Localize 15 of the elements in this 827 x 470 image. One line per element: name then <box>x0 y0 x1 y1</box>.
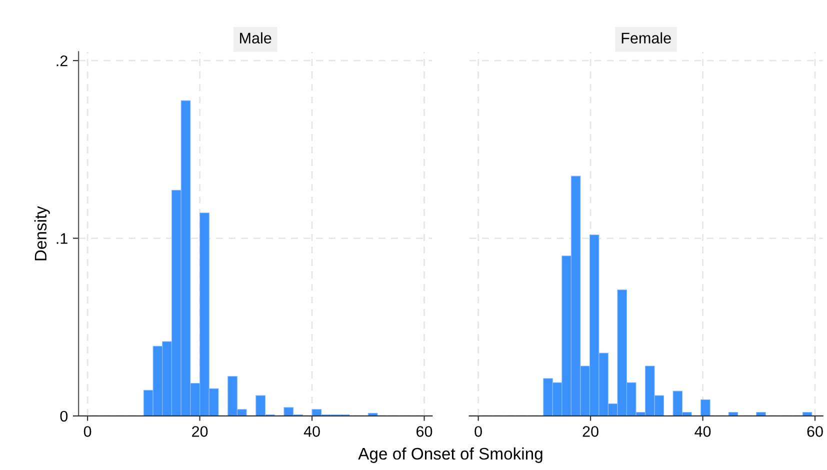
x-tick-label: 0 <box>474 426 482 437</box>
y-tick-label: .1 <box>56 233 68 244</box>
x-axis-title: Age of Onset of Smoking <box>358 447 542 463</box>
chart-title: Female <box>622 32 671 44</box>
y-axis-title: Density <box>34 206 50 260</box>
x-tick-label: 40 <box>304 426 320 437</box>
x-tick-label: 60 <box>416 426 432 437</box>
x-tick-label: 0 <box>84 426 92 437</box>
chart-title: Male <box>240 32 272 44</box>
x-tick-label: 20 <box>192 426 208 437</box>
y-tick-label: 0 <box>60 410 68 422</box>
x-tick-label: 20 <box>582 426 598 437</box>
x-tick-label: 40 <box>694 426 711 437</box>
y-tick-label: .2 <box>56 55 68 66</box>
x-tick-label: 60 <box>807 426 823 437</box>
